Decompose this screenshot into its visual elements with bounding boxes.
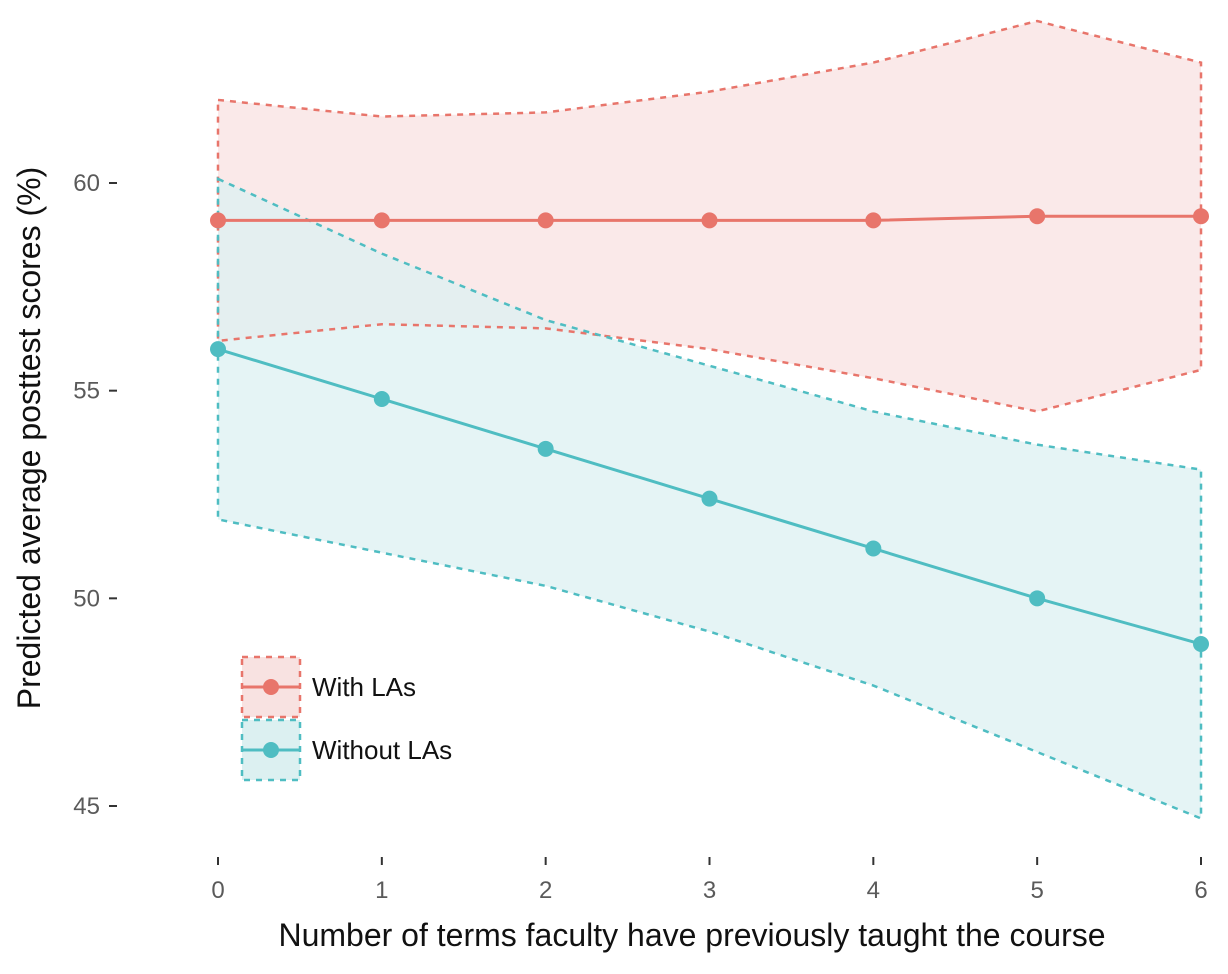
y-tick-label: 50 xyxy=(73,585,100,612)
y-tick-label: 60 xyxy=(73,170,100,197)
y-tick-label: 55 xyxy=(73,378,100,405)
data-point-with-las-5 xyxy=(1029,208,1046,225)
legend-label-with-las: With LAs xyxy=(312,672,416,702)
data-point-with-las-4 xyxy=(865,212,882,229)
data-point-with-las-1 xyxy=(373,212,390,229)
x-tick-label: 3 xyxy=(703,877,716,904)
x-tick-label: 2 xyxy=(539,877,552,904)
y-axis-title: Predicted average posttest scores (%) xyxy=(11,167,47,709)
x-tick-label: 0 xyxy=(211,877,224,904)
x-tick-label: 5 xyxy=(1030,877,1043,904)
data-point-without-las-5 xyxy=(1029,590,1046,607)
data-point-without-las-3 xyxy=(701,490,718,507)
data-point-with-las-0 xyxy=(210,212,226,229)
legend-label-without-las: Without LAs xyxy=(312,735,452,765)
data-point-without-las-0 xyxy=(210,341,226,358)
data-point-with-las-2 xyxy=(537,212,554,229)
x-tick-label: 4 xyxy=(867,877,880,904)
y-tick-label: 45 xyxy=(73,793,100,820)
x-tick-label: 1 xyxy=(375,877,388,904)
data-point-without-las-6 xyxy=(1193,636,1209,653)
legend-marker-with-las xyxy=(263,679,279,695)
data-point-without-las-4 xyxy=(865,540,882,557)
data-point-with-las-3 xyxy=(701,212,718,229)
x-axis-title: Number of terms faculty have previously … xyxy=(278,917,1105,953)
series-points xyxy=(210,208,1209,653)
x-tick-label: 6 xyxy=(1194,877,1207,904)
data-point-without-las-1 xyxy=(373,390,390,407)
legend: With LAs Without LAs xyxy=(240,655,452,782)
legend-marker-without-las xyxy=(263,742,279,758)
data-point-without-las-2 xyxy=(537,440,554,457)
ci-border-without-las xyxy=(216,176,1203,821)
data-point-with-las-6 xyxy=(1193,208,1209,225)
